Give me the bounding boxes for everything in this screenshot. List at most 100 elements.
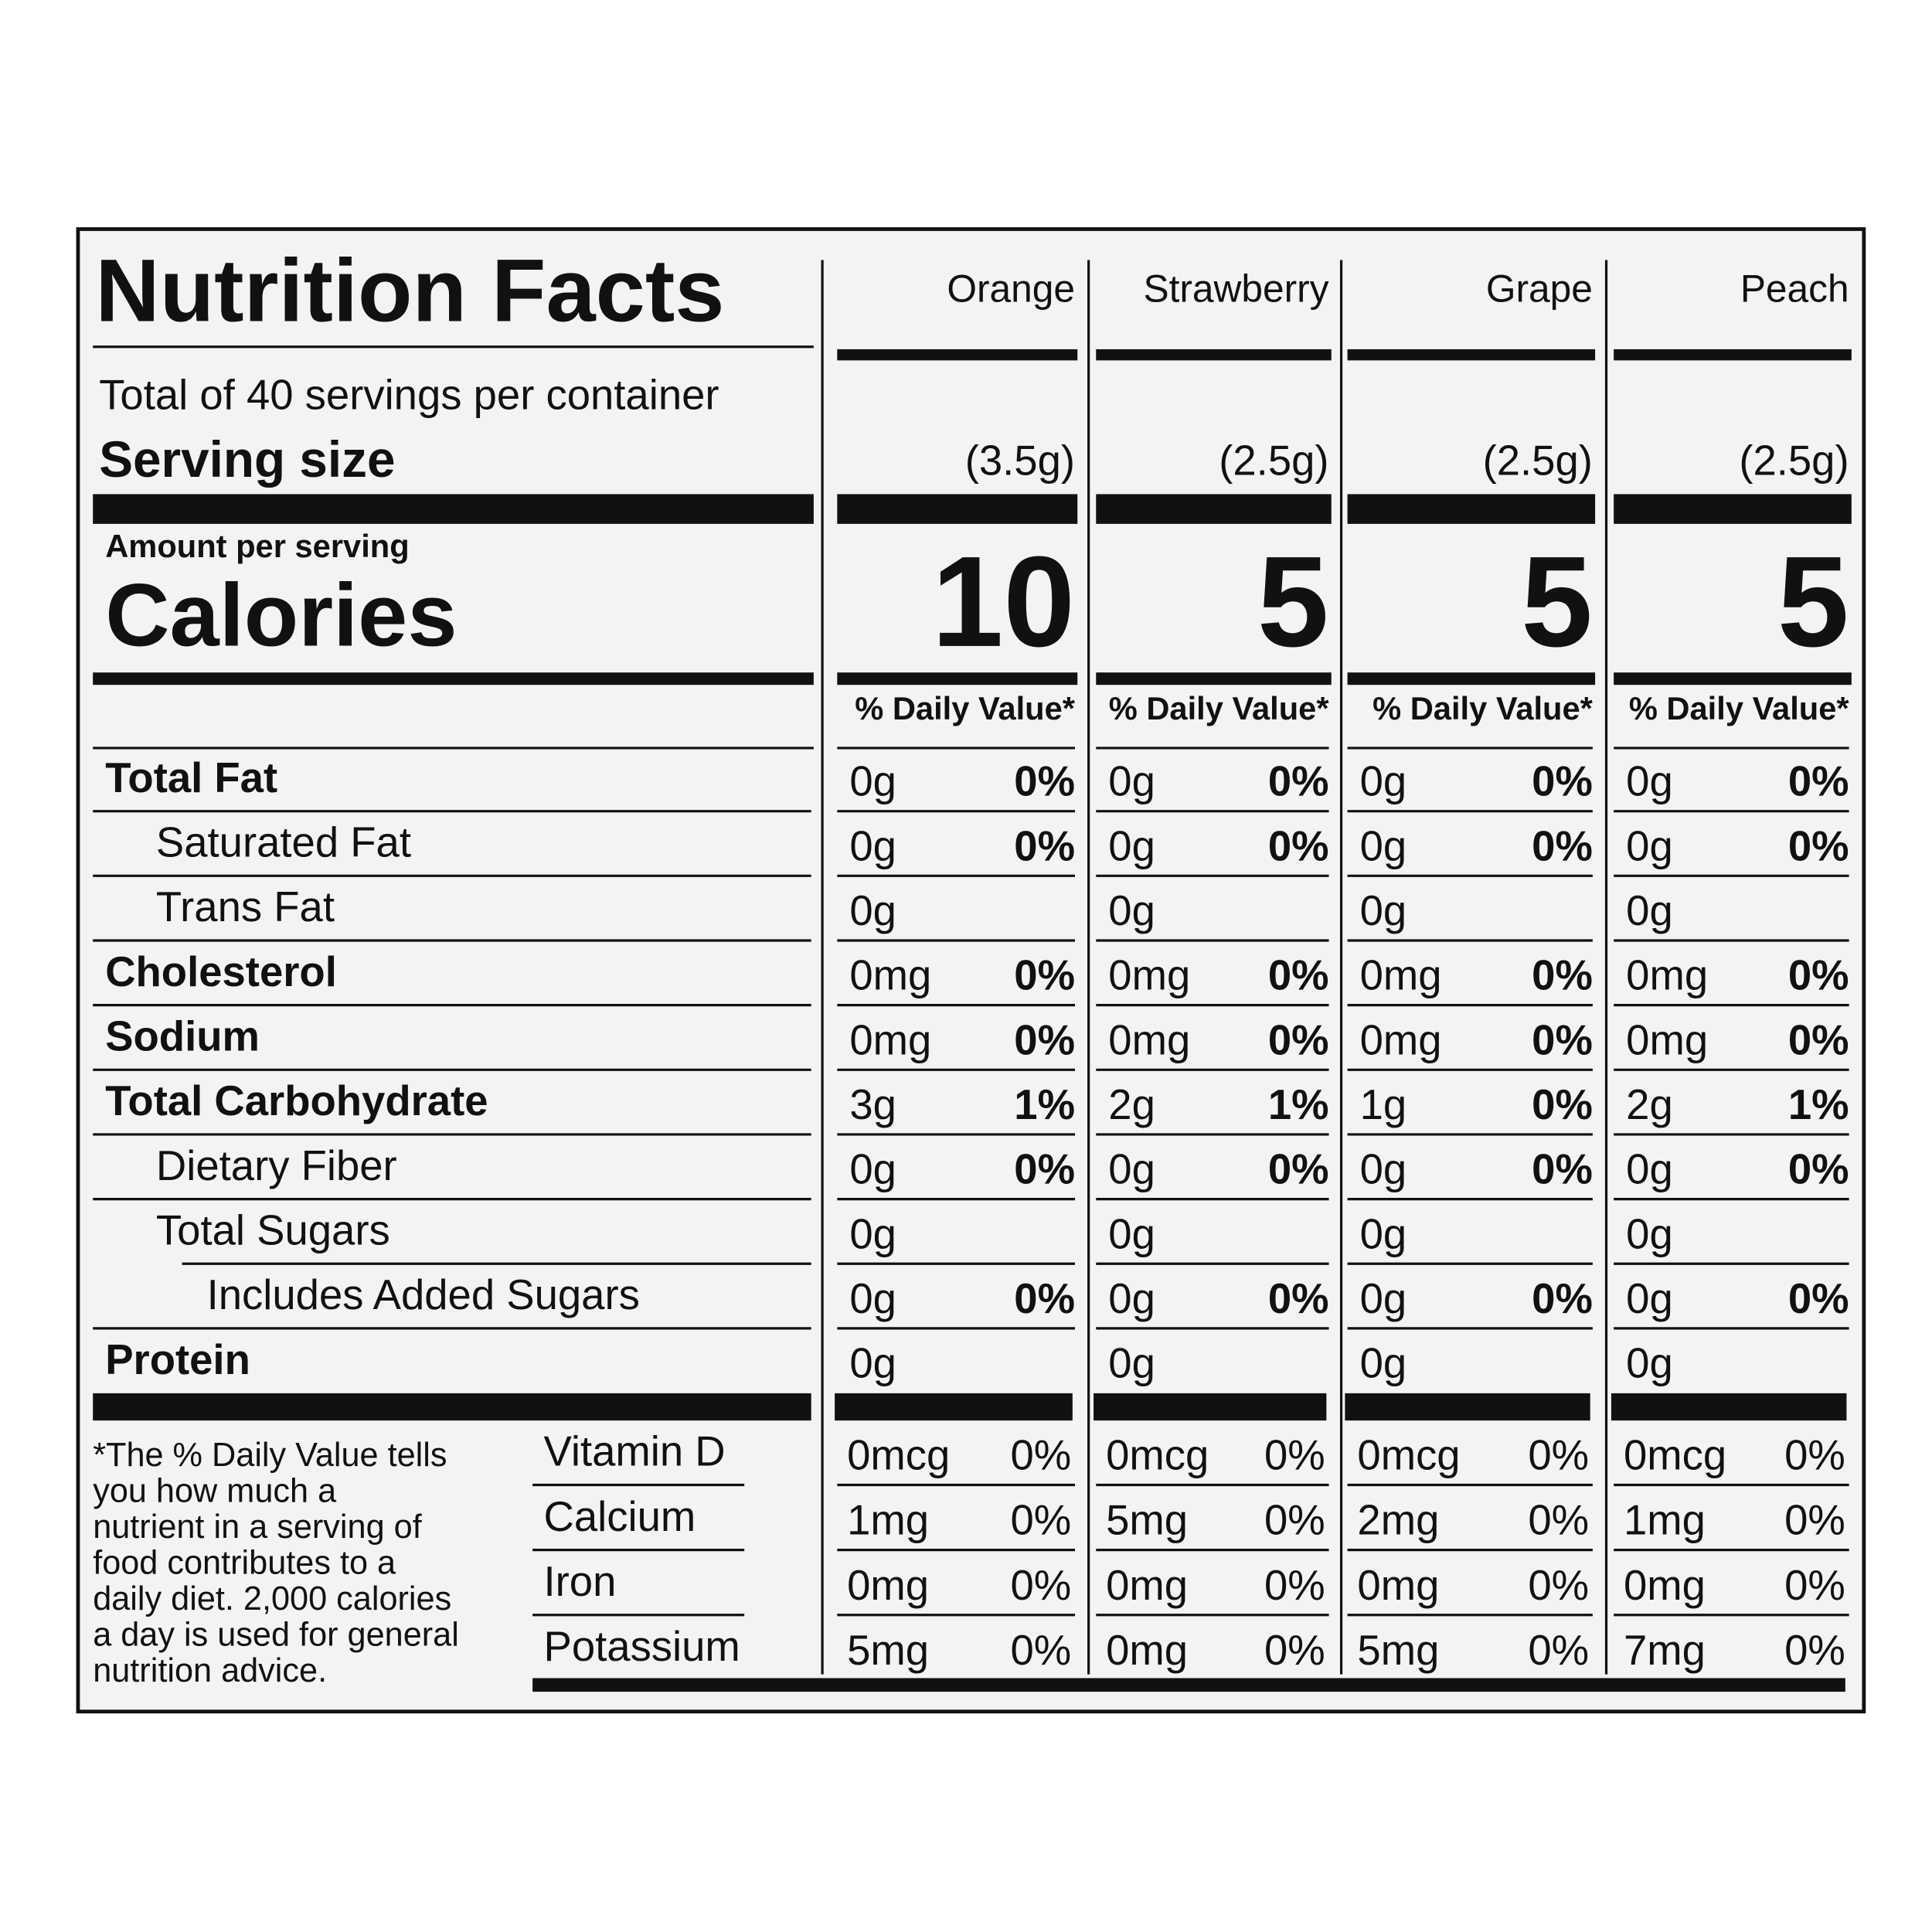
vitamin-daily-value: 0% [1528, 1627, 1589, 1674]
rule [1347, 349, 1596, 361]
amount-per-serving: Amount per serving [105, 528, 409, 564]
footnote: food contributes to a [93, 1544, 396, 1581]
amount: 0mg [1108, 1016, 1190, 1063]
vitamin-daily-value: 0% [1264, 1627, 1325, 1674]
column-name: Strawberry [1143, 267, 1328, 310]
daily-value: 0% [1014, 1146, 1075, 1193]
amount: 0g [849, 887, 896, 934]
amount: 0mg [1626, 1016, 1708, 1063]
nutrient-label: Total Sugars [156, 1206, 390, 1253]
title: Nutrition Facts [95, 242, 724, 341]
vitamin-daily-value: 0% [1784, 1432, 1845, 1479]
vitamin-amount: 5mg [1357, 1627, 1439, 1674]
calories: 5 [1257, 530, 1329, 674]
medium-rule [1347, 672, 1596, 685]
vitamin-label: Calcium [544, 1493, 696, 1540]
vitamin-amount: 0mcg [1624, 1432, 1726, 1479]
amount: 0g [1360, 887, 1407, 934]
nutrient-label: Total Carbohydrate [105, 1077, 488, 1124]
amount: 0g [1360, 1146, 1407, 1193]
vitamin-amount: 1mg [847, 1497, 929, 1544]
servings: Total of 40 servings per container [99, 372, 719, 419]
thick-rule [1611, 1393, 1847, 1421]
vitamin-label: Iron [544, 1558, 617, 1605]
vitamin-daily-value: 0% [1010, 1432, 1071, 1479]
daily-value: 0% [1532, 1016, 1593, 1063]
vitamin-amount: 7mg [1624, 1627, 1706, 1674]
amount: 0g [1360, 822, 1407, 869]
amount: 0g [1108, 1210, 1155, 1257]
thick-rule [837, 494, 1078, 524]
vitamin-amount: 0mg [1106, 1562, 1188, 1609]
amount: 0g [1626, 1275, 1673, 1322]
daily-value: 0% [1268, 952, 1329, 999]
rule [1614, 349, 1852, 361]
amount: 0mg [1360, 952, 1442, 999]
amount: 0g [849, 1146, 896, 1193]
amount: 0g [849, 822, 896, 869]
amount: 0g [1360, 1210, 1407, 1257]
calories: 10 [932, 530, 1075, 674]
rule [1096, 349, 1332, 361]
amount: 0g [1108, 822, 1155, 869]
nutrient-label: Includes Added Sugars [207, 1271, 640, 1318]
vitamin-daily-value: 0% [1784, 1627, 1845, 1674]
amount: 3g [849, 1081, 896, 1128]
amount: 0g [849, 758, 896, 805]
vitamin-label: Potassium [544, 1623, 740, 1670]
vitamin-amount: 0mcg [1357, 1432, 1460, 1479]
amount: 0g [1626, 758, 1673, 805]
vitamin-amount: 5mg [1106, 1497, 1188, 1544]
amount: 0g [849, 1340, 896, 1387]
vitamin-amount: 0mcg [1106, 1432, 1209, 1479]
footnote: *The % Daily Value tells [93, 1437, 447, 1474]
amount: 0mg [1108, 952, 1190, 999]
footnote: a day is used for general [93, 1616, 459, 1653]
vitamin-amount: 0mg [1624, 1562, 1706, 1609]
vitamin-label: Vitamin D [544, 1428, 726, 1475]
thick-rule [835, 1393, 1073, 1421]
daily-value: 0% [1532, 1081, 1593, 1128]
daily-value: 0% [1268, 1275, 1329, 1322]
daily-value: 0% [1532, 822, 1593, 869]
amount: 0mg [849, 952, 931, 999]
amount: 0g [1360, 1275, 1407, 1322]
daily-value: 0% [1532, 1146, 1593, 1193]
medium-rule [837, 672, 1078, 685]
amount: 0g [1108, 1340, 1155, 1387]
serving-size: (3.5g) [965, 437, 1075, 485]
daily-value: 0% [1268, 1016, 1329, 1063]
amount: 2g [1108, 1081, 1155, 1128]
vitamin-daily-value: 0% [1264, 1497, 1325, 1544]
daily-value: 0% [1532, 1275, 1593, 1322]
vitamin-daily-value: 0% [1784, 1497, 1845, 1544]
serving-size: (2.5g) [1483, 437, 1593, 485]
footnote: daily diet. 2,000 calories [93, 1580, 451, 1617]
vitamin-amount: 0mg [1106, 1627, 1188, 1674]
daily-value: 0% [1014, 1016, 1075, 1063]
footnote: nutrition advice. [93, 1652, 327, 1689]
vitamin-daily-value: 0% [1528, 1432, 1589, 1479]
vitamin-daily-value: 0% [1528, 1497, 1589, 1544]
thick-rule [1345, 1393, 1590, 1421]
vitamin-daily-value: 0% [1010, 1627, 1071, 1674]
vitamin-daily-value: 0% [1010, 1562, 1071, 1609]
thick-rule [93, 494, 814, 524]
daily-value: 0% [1788, 1016, 1849, 1063]
vitamin-amount: 0mcg [847, 1432, 950, 1479]
thick-rule [1614, 494, 1852, 524]
vitamin-amount: 0mg [1357, 1562, 1439, 1609]
bottom-rule [532, 1678, 1845, 1692]
vitamin-amount: 2mg [1357, 1497, 1439, 1544]
daily-value: 1% [1788, 1081, 1849, 1128]
column-name: Peach [1740, 267, 1849, 310]
amount: 0g [1626, 1340, 1673, 1387]
thick-rule [1347, 494, 1596, 524]
serving-size: (2.5g) [1739, 437, 1849, 485]
daily-value: 0% [1532, 952, 1593, 999]
amount: 0g [1626, 1146, 1673, 1193]
nutrient-label: Protein [105, 1336, 250, 1383]
nutrient-label: Sodium [105, 1013, 260, 1060]
